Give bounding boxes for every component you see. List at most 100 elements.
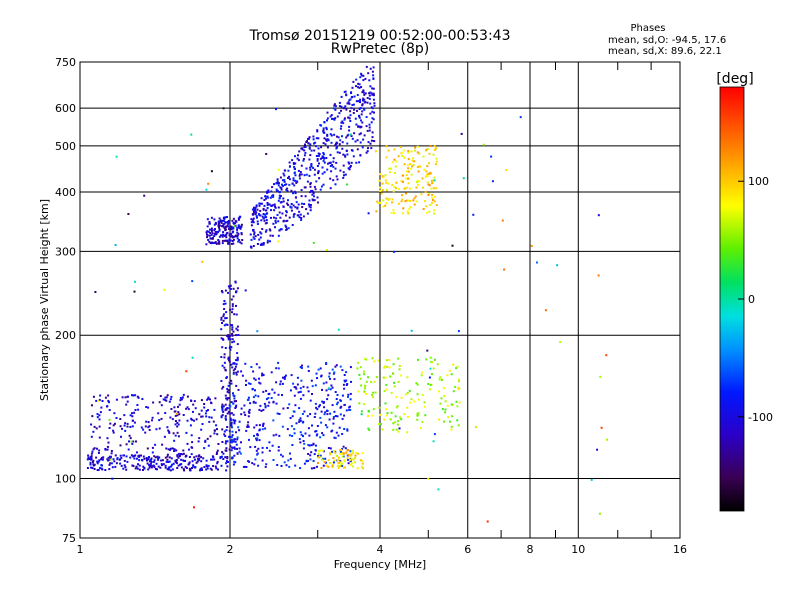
data-point [314, 384, 317, 387]
data-point [407, 212, 410, 215]
data-point [291, 415, 294, 418]
data-point [353, 132, 356, 135]
data-point [352, 80, 355, 83]
data-point [296, 207, 299, 210]
data-point [371, 414, 374, 417]
data-point [138, 468, 141, 471]
data-point [251, 462, 254, 465]
data-point [335, 364, 338, 367]
data-point [349, 98, 352, 101]
data-point [294, 174, 297, 177]
data-point [368, 129, 371, 132]
data-point [360, 384, 363, 387]
data-point [392, 209, 395, 212]
data-point [432, 367, 435, 370]
data-point [191, 467, 193, 469]
data-point [258, 381, 261, 384]
data-point [435, 157, 438, 160]
data-point [236, 447, 238, 450]
data-point [372, 92, 375, 95]
data-point [369, 85, 372, 88]
data-point [264, 406, 267, 409]
data-point [394, 415, 397, 418]
data-point [240, 232, 243, 234]
data-point [250, 238, 253, 241]
data-point [458, 401, 461, 404]
data-point [182, 449, 185, 452]
data-point [221, 428, 224, 431]
data-point [125, 468, 128, 471]
data-point [252, 370, 255, 373]
data-point [596, 448, 599, 451]
data-point [240, 370, 243, 373]
data-point [384, 365, 387, 368]
data-point [294, 404, 297, 407]
data-point [319, 157, 322, 160]
data-point [360, 74, 363, 77]
data-point [263, 217, 265, 220]
data-point [262, 213, 265, 215]
data-point [226, 387, 229, 390]
data-point [433, 200, 436, 203]
data-point [429, 388, 432, 391]
data-point [292, 215, 295, 218]
data-point [283, 179, 286, 182]
data-point [236, 352, 239, 355]
data-point [393, 385, 396, 388]
data-point [277, 199, 280, 202]
data-point [303, 149, 306, 152]
data-point [404, 200, 407, 203]
data-point [359, 132, 362, 135]
data-point [409, 199, 412, 202]
data-point [423, 401, 426, 404]
data-point [389, 375, 392, 378]
data-point [156, 468, 158, 471]
data-point [189, 424, 192, 427]
data-point [168, 468, 171, 471]
data-point [454, 386, 457, 388]
data-point [106, 445, 109, 448]
data-point [231, 338, 234, 341]
data-point [285, 210, 288, 213]
data-point [285, 211, 288, 214]
data-point [337, 328, 340, 331]
data-point [228, 360, 231, 363]
data-point [335, 431, 338, 434]
data-point [326, 117, 329, 120]
data-point [179, 399, 182, 402]
data-point [282, 185, 284, 187]
data-point [112, 431, 115, 434]
data-point [357, 82, 360, 85]
data-point [200, 428, 203, 431]
data-point [231, 305, 234, 308]
data-point [145, 457, 148, 459]
data-point [253, 426, 256, 429]
data-point [298, 420, 301, 423]
data-point [256, 243, 259, 245]
data-point [318, 405, 320, 408]
data-point [559, 341, 562, 344]
data-point [160, 417, 163, 420]
data-point [150, 461, 153, 463]
data-point [430, 187, 433, 190]
data-point [365, 393, 368, 395]
data-point [371, 117, 374, 120]
data-point [338, 101, 341, 104]
data-point [234, 219, 237, 222]
data-point [354, 454, 357, 457]
data-point [343, 117, 346, 120]
data-point [346, 429, 349, 432]
data-point [307, 444, 310, 446]
data-point [308, 444, 311, 447]
data-point [336, 401, 339, 404]
data-point [340, 462, 343, 465]
data-point [486, 520, 489, 523]
data-point [329, 177, 332, 180]
data-point [392, 363, 395, 366]
data-point [231, 240, 234, 242]
data-point [342, 176, 345, 179]
data-point [322, 464, 325, 467]
data-point [239, 227, 242, 230]
data-point [361, 121, 364, 124]
data-point [407, 416, 409, 418]
